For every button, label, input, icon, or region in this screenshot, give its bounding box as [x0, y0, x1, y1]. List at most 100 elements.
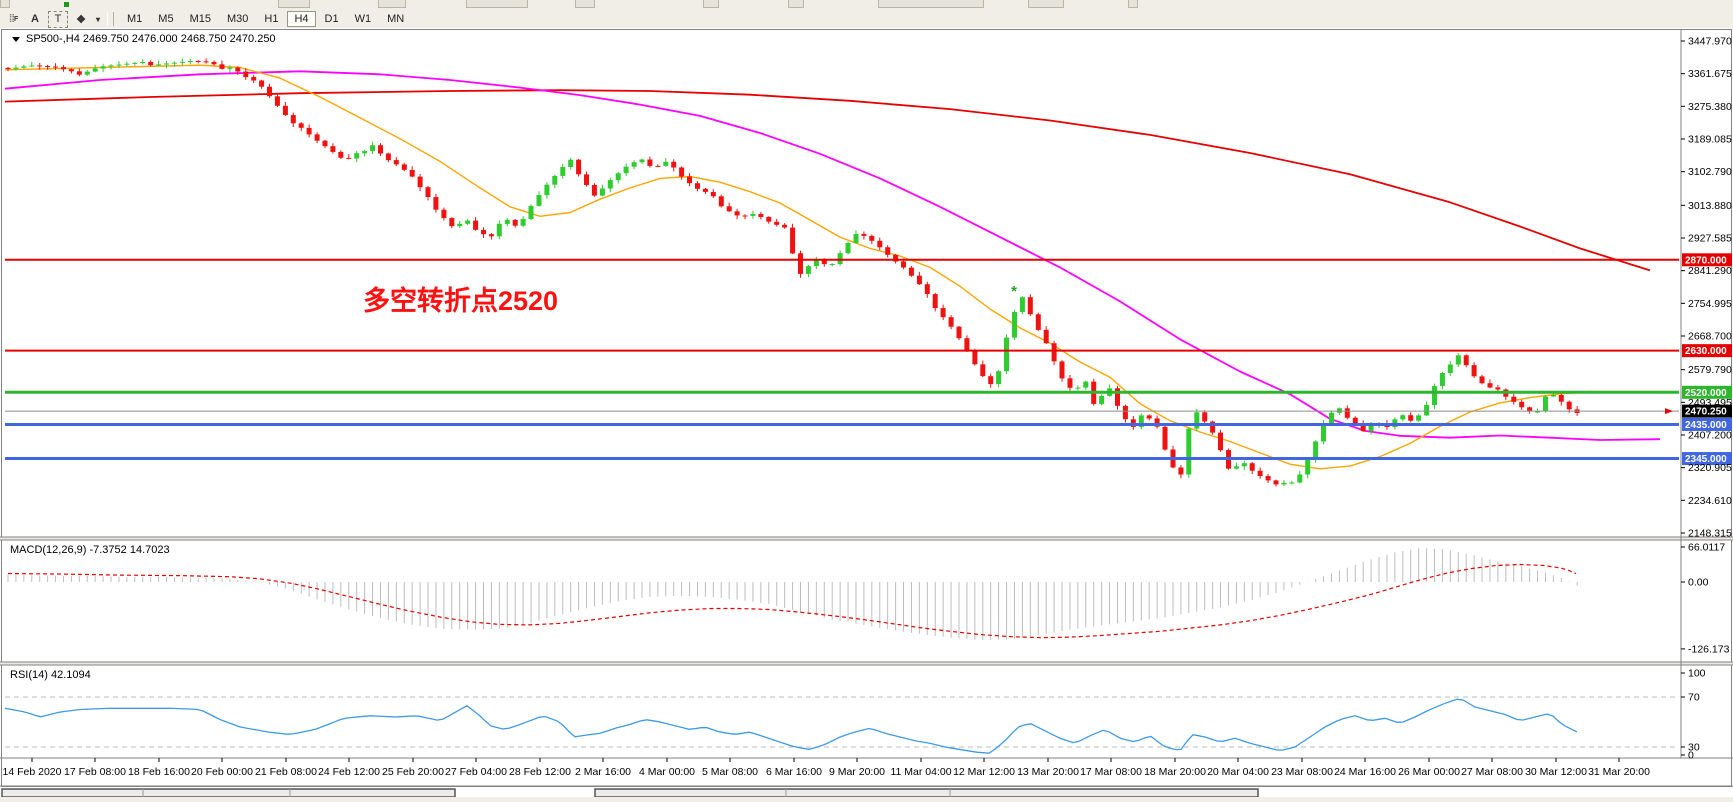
- axes[interactable]: 3447.970 3361.675 3275.380 3189.085 3102.790…: [3, 36, 1732, 779]
- date-tick-label: 28 Feb 12:00: [509, 766, 571, 778]
- moving-average-lines: [4, 64, 1661, 470]
- clipped-button-fragment: [878, 0, 984, 8]
- macd-tick-label: 0.00: [1688, 577, 1709, 589]
- macd-tick-label: 66.0117: [1688, 541, 1725, 553]
- date-tick-label: 18 Mar 20:00: [1144, 766, 1206, 778]
- price-tick-label: 2668.700: [1688, 331, 1732, 343]
- macd-tick-label: -126.173: [1688, 643, 1730, 655]
- chart-svg[interactable]: * 2870.000 2630.000 2520.000 2470.250 2435.0…: [0, 28, 1733, 798]
- date-tick-label: 18 Feb 16:00: [128, 766, 190, 778]
- date-tick-label: 17 Feb 08:00: [64, 766, 126, 778]
- date-tick-label: 2 Mar 16:00: [575, 766, 631, 778]
- date-tick-label: 20 Feb 00:00: [191, 766, 253, 778]
- timeframe-button-h1[interactable]: H1: [264, 13, 279, 25]
- date-tick-label: 27 Mar 08:00: [1461, 766, 1523, 778]
- price-tick-label: 3013.880: [1688, 200, 1732, 212]
- price-level-label: 2345.000: [1685, 454, 1727, 465]
- price-tick-label: 3189.085: [1688, 134, 1732, 146]
- timeframe-button-m30[interactable]: M30: [226, 13, 249, 25]
- timeframe-button-m15[interactable]: M15: [189, 13, 211, 25]
- date-tick-label: 5 Mar 08:00: [702, 766, 758, 778]
- chart-title: SP500-,H4 2469.750 2476.000 2468.750 247…: [26, 33, 276, 45]
- price-level-label: 2870.000: [1685, 255, 1727, 266]
- chevron-down-icon[interactable]: ▾: [95, 14, 100, 24]
- date-tick-label: 11 Mar 04:00: [890, 766, 951, 778]
- text-label-icon[interactable]: T: [48, 10, 68, 28]
- price-tick-label: 3447.970: [1688, 36, 1732, 48]
- price-level-label: 2435.000: [1685, 420, 1727, 431]
- macd-header: MACD(12,26,9) -7.3752 14.7023: [10, 544, 170, 556]
- rsi-pane: 100 70 300: [4, 668, 1706, 762]
- chart-window[interactable]: * 2870.000 2630.000 2520.000 2470.250 2435.0…: [0, 28, 1733, 798]
- timeframe-button-d1[interactable]: D1: [324, 13, 339, 25]
- timeframe-button-mn[interactable]: MN: [387, 13, 405, 25]
- clipped-bottom-panels: [1, 788, 1259, 798]
- date-tick-label: 24 Feb 12:00: [318, 766, 380, 778]
- price-level-label: 2630.000: [1685, 346, 1727, 357]
- clipped-button-fragment: [575, 0, 595, 8]
- chart-toolbar: ⁞⁞ F A T ❖ ▾ M1 M5 M15 M30 H1 H4 D1 W1 MN: [0, 10, 1733, 28]
- pane-backgrounds: [0, 28, 1733, 797]
- date-tick-label: 24 Mar 16:00: [1334, 766, 1396, 778]
- bottom-panel-fragment: [594, 788, 1259, 798]
- date-tick-label: 26 Mar 00:00: [1398, 766, 1460, 778]
- price-tick-label: 3361.675: [1688, 68, 1732, 80]
- price-level-label: 2470.250: [1685, 407, 1727, 418]
- clipped-button-fragment: [378, 0, 406, 8]
- clipped-button-fragment: [1128, 0, 1138, 8]
- price-tick-label: 3102.790: [1688, 166, 1732, 178]
- rsi-header: RSI(14) 42.1094: [10, 669, 91, 681]
- date-tick-label: 17 Mar 08:00: [1080, 766, 1142, 778]
- rsi-tick-label: 0: [1688, 750, 1694, 762]
- date-tick-label: 23 Mar 08:00: [1271, 766, 1333, 778]
- price-tick-label: 2579.790: [1688, 364, 1732, 376]
- price-tick-label: 2148.315: [1688, 528, 1732, 540]
- date-tick-label: 4 Mar 00:00: [639, 766, 695, 778]
- drawing-tools-icon[interactable]: ❖: [76, 13, 86, 26]
- clipped-button-fragment: [703, 0, 719, 8]
- price-tick-label: 2927.585: [1688, 232, 1732, 244]
- rsi-tick-label: 100: [1688, 668, 1706, 680]
- rsi-line: [4, 698, 1578, 754]
- horizontal-level-lines[interactable]: 2870.000 2630.000 2520.000 2470.250 2435.000…: [5, 253, 1732, 466]
- price-tick-label: 2234.610: [1688, 495, 1732, 507]
- date-tick-label: 12 Mar 12:00: [953, 766, 1015, 778]
- candlesticks: *: [5, 58, 1580, 487]
- price-tick-label: 2407.200: [1688, 429, 1732, 441]
- price-tick-label: 2841.290: [1688, 265, 1732, 277]
- timeframe-button-m1[interactable]: M1: [127, 13, 143, 25]
- date-tick-label: 27 Feb 04:00: [445, 766, 507, 778]
- date-tick-label: 9 Mar 20:00: [829, 766, 885, 778]
- price-level-label: 2520.000: [1685, 388, 1727, 399]
- date-tick-label: 14 Feb 2020: [3, 766, 62, 778]
- macd-signal-line: [7, 563, 1577, 639]
- date-tick-label: 20 Mar 04:00: [1207, 766, 1269, 778]
- clipped-button-fragment: [0, 0, 10, 8]
- text-annotation-icon[interactable]: A: [31, 13, 39, 25]
- star-marker: *: [1011, 283, 1017, 300]
- date-tick-label: 30 Mar 12:00: [1525, 766, 1587, 778]
- date-tick-label: 21 Feb 08:00: [255, 766, 317, 778]
- annotation-text[interactable]: 多空转折点2520: [363, 285, 558, 316]
- toolbar-grip: [107, 12, 114, 26]
- symbol-dropdown-icon[interactable]: [12, 37, 20, 42]
- date-tick-label: 13 Mar 20:00: [1017, 766, 1079, 778]
- rsi-tick-label: 70: [1688, 692, 1700, 704]
- timeframe-button-m5[interactable]: M5: [158, 13, 174, 25]
- rsi-tick-label: 30: [1688, 742, 1700, 754]
- timeframe-button-w1[interactable]: W1: [354, 13, 372, 25]
- price-tick-label: 2320.905: [1688, 462, 1732, 474]
- price-tick-label: 3275.380: [1688, 101, 1732, 113]
- timeframe-button-h4[interactable]: H4: [287, 11, 316, 27]
- price-tick-label: 2493.495: [1688, 397, 1732, 409]
- clipped-button-fragment: [466, 0, 528, 8]
- dot-grid-f-icon[interactable]: ⁞⁞ F: [8, 13, 19, 25]
- clipped-button-fragment: [278, 0, 310, 8]
- status-dot: [64, 2, 69, 7]
- date-tick-label: 25 Feb 20:00: [382, 766, 444, 778]
- macd-pane: 66.0117 0.00 -126.173: [7, 541, 1730, 655]
- clipped-button-fragment: [1028, 0, 1064, 8]
- date-tick-label: 6 Mar 16:00: [766, 766, 822, 778]
- price-tick-label: 2754.995: [1688, 298, 1732, 310]
- date-tick-label: 31 Mar 20:00: [1588, 766, 1650, 778]
